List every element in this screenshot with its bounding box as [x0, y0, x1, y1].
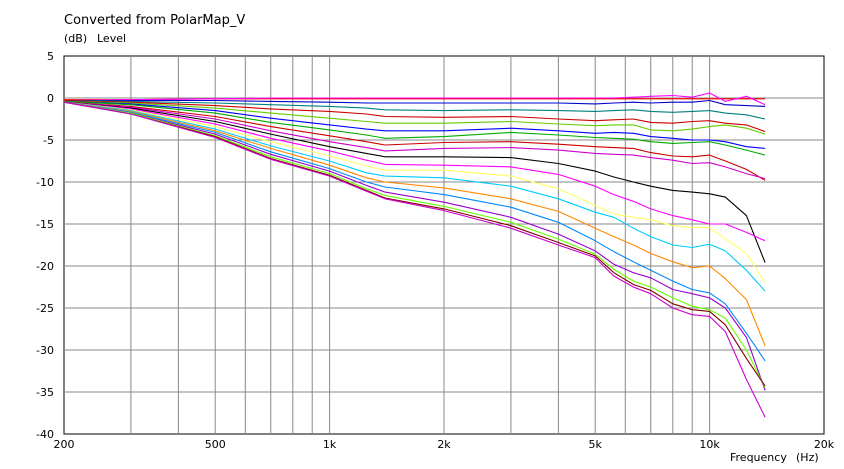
x-axis-unit: (Hz): [796, 451, 819, 464]
series-line-19: [63, 101, 766, 387]
x-tick-label: 500: [205, 438, 226, 451]
y-tick-label: -15: [36, 218, 54, 231]
series-line-3: [64, 99, 766, 107]
series-line-2: [63, 92, 766, 106]
series-line-16: [63, 101, 766, 362]
x-tick-label: 5k: [589, 438, 603, 451]
series-line-13: [63, 101, 766, 284]
series-line-15: [63, 101, 766, 347]
series-line-1: [64, 98, 766, 101]
series-line-18: [63, 101, 766, 389]
y-tick-label: -40: [36, 428, 54, 441]
y-axis-unit: (dB): [64, 32, 87, 45]
y-tick-label: -35: [36, 386, 54, 399]
x-tick-label: 200: [54, 438, 75, 451]
y-tick-label: -10: [36, 176, 54, 189]
series-line-14: [63, 101, 766, 292]
series-line-9: [63, 101, 766, 181]
y-tick-label: -25: [36, 302, 54, 315]
y-tick-label: 0: [47, 92, 54, 105]
series-line-12: [63, 101, 766, 242]
x-tick-label: 1k: [323, 438, 337, 451]
x-axis-label: Frequency: [730, 451, 787, 464]
series-line-4: [63, 99, 766, 120]
y-tick-label: -30: [36, 344, 54, 357]
x-tick-label: 20k: [814, 438, 835, 451]
series-line-8: [63, 100, 766, 156]
y-tick-label: -5: [43, 134, 54, 147]
x-tick-label: 2k: [437, 438, 451, 451]
series-line-5: [63, 99, 766, 133]
chart-title: Converted from PolarMap_V: [64, 13, 245, 28]
series-line-10: [63, 101, 766, 180]
grid: [64, 56, 824, 434]
series-layer: [63, 92, 766, 418]
y-tick-label: 5: [47, 50, 54, 63]
series-line-17: [63, 101, 766, 391]
y-tick-label: -20: [36, 260, 54, 273]
series-line-11: [63, 101, 766, 263]
x-tick-label: 10k: [699, 438, 720, 451]
series-line-7: [63, 100, 766, 149]
y-axis-label: Level: [97, 32, 126, 45]
series-line-6: [63, 100, 766, 135]
series-line-20: [63, 101, 766, 418]
